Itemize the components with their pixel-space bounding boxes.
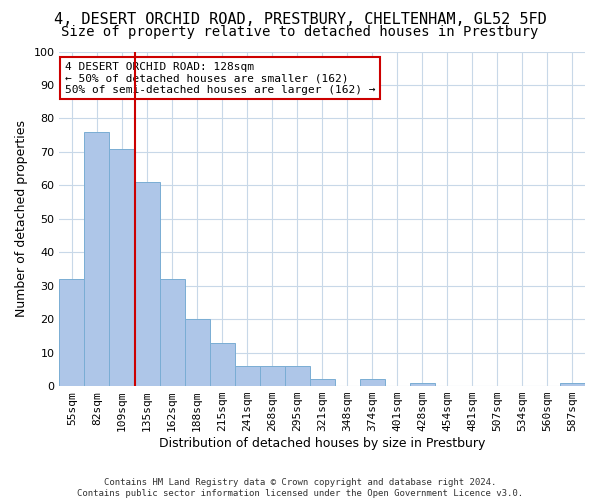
Bar bbox=[410, 382, 435, 386]
Bar bbox=[85, 132, 109, 386]
Bar bbox=[284, 366, 310, 386]
Text: 4, DESERT ORCHID ROAD, PRESTBURY, CHELTENHAM, GL52 5FD: 4, DESERT ORCHID ROAD, PRESTBURY, CHELTE… bbox=[53, 12, 547, 28]
Bar bbox=[560, 382, 585, 386]
Bar bbox=[235, 366, 260, 386]
Bar bbox=[360, 380, 385, 386]
Bar bbox=[209, 342, 235, 386]
Bar bbox=[109, 148, 134, 386]
X-axis label: Distribution of detached houses by size in Prestbury: Distribution of detached houses by size … bbox=[159, 437, 485, 450]
Bar bbox=[59, 279, 85, 386]
Y-axis label: Number of detached properties: Number of detached properties bbox=[15, 120, 28, 318]
Bar bbox=[185, 319, 209, 386]
Bar bbox=[260, 366, 284, 386]
Text: Size of property relative to detached houses in Prestbury: Size of property relative to detached ho… bbox=[61, 25, 539, 39]
Bar bbox=[160, 279, 185, 386]
Text: Contains HM Land Registry data © Crown copyright and database right 2024.
Contai: Contains HM Land Registry data © Crown c… bbox=[77, 478, 523, 498]
Text: 4 DESERT ORCHID ROAD: 128sqm
← 50% of detached houses are smaller (162)
50% of s: 4 DESERT ORCHID ROAD: 128sqm ← 50% of de… bbox=[65, 62, 375, 94]
Bar bbox=[134, 182, 160, 386]
Bar bbox=[310, 380, 335, 386]
